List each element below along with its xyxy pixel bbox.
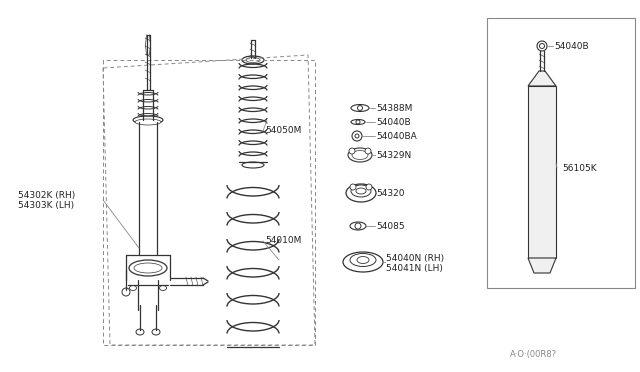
- Circle shape: [358, 106, 362, 110]
- Text: 54085: 54085: [376, 221, 404, 231]
- Ellipse shape: [133, 116, 163, 124]
- Circle shape: [366, 184, 372, 190]
- Ellipse shape: [350, 222, 366, 230]
- Text: 54050M: 54050M: [265, 125, 301, 135]
- Bar: [487, 18, 635, 288]
- Text: 54040B: 54040B: [376, 118, 411, 126]
- Circle shape: [356, 120, 360, 124]
- Bar: [528, 86, 556, 258]
- Text: A·O·(00R8?: A·O·(00R8?: [510, 350, 557, 359]
- Ellipse shape: [122, 288, 130, 296]
- Ellipse shape: [351, 185, 371, 197]
- Ellipse shape: [343, 252, 383, 272]
- Ellipse shape: [357, 257, 369, 263]
- Ellipse shape: [246, 58, 260, 62]
- Ellipse shape: [134, 263, 162, 273]
- Text: 56105K: 56105K: [562, 164, 596, 173]
- Ellipse shape: [356, 188, 366, 194]
- Text: 54041N (LH): 54041N (LH): [386, 264, 443, 273]
- Circle shape: [350, 184, 356, 190]
- Ellipse shape: [242, 162, 264, 168]
- Circle shape: [540, 44, 545, 48]
- Ellipse shape: [351, 119, 365, 125]
- Text: 54302K (RH): 54302K (RH): [18, 190, 76, 199]
- Polygon shape: [528, 71, 556, 86]
- Polygon shape: [528, 258, 556, 273]
- Circle shape: [349, 148, 355, 154]
- Text: 54303K (LH): 54303K (LH): [18, 201, 74, 209]
- Text: 54040N (RH): 54040N (RH): [386, 253, 444, 263]
- Ellipse shape: [129, 260, 167, 276]
- Circle shape: [352, 131, 362, 141]
- Ellipse shape: [350, 253, 376, 266]
- Ellipse shape: [348, 148, 372, 162]
- Circle shape: [537, 41, 547, 51]
- Text: 54040B: 54040B: [554, 42, 589, 51]
- Ellipse shape: [346, 184, 376, 202]
- Text: 54320: 54320: [376, 189, 404, 198]
- Text: 54040BA: 54040BA: [376, 131, 417, 141]
- Ellipse shape: [242, 56, 264, 64]
- Ellipse shape: [135, 119, 161, 125]
- Circle shape: [355, 134, 359, 138]
- Text: 54329N: 54329N: [376, 151, 412, 160]
- Ellipse shape: [352, 151, 368, 160]
- Circle shape: [365, 148, 371, 154]
- Text: 54388M: 54388M: [376, 103, 412, 112]
- Circle shape: [355, 223, 361, 229]
- Text: 54010M: 54010M: [265, 235, 301, 244]
- Ellipse shape: [351, 105, 369, 112]
